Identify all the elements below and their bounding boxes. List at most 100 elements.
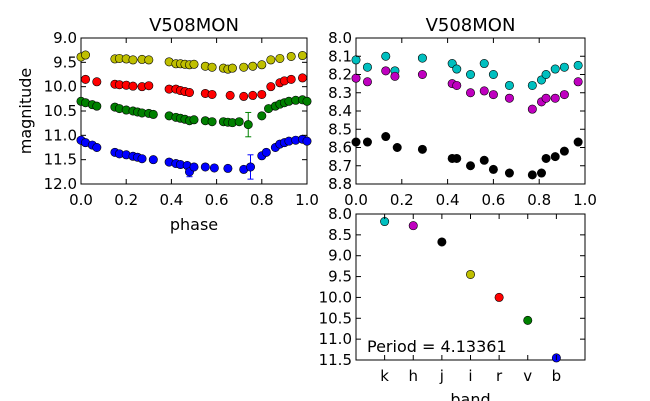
right-top-xtick-label: 0.0	[344, 191, 368, 209]
right-top-point-h	[504, 93, 514, 103]
right-top-point-j	[381, 132, 391, 142]
right-top-point-j	[550, 152, 560, 162]
left-point-r	[286, 74, 296, 84]
right-top-ytick-label: 8.5	[328, 120, 352, 138]
left-point-v	[302, 96, 312, 106]
right-top-point-k	[527, 80, 537, 90]
left-point-b	[189, 162, 199, 172]
right-top-point-k	[465, 70, 475, 80]
left-point-r	[144, 81, 154, 91]
left-point-b	[137, 154, 147, 164]
left-xtick-label: 0.2	[114, 191, 138, 209]
left-xtick-label: 0.8	[250, 191, 274, 209]
band-point-r	[494, 292, 504, 302]
left-point-i	[81, 50, 91, 60]
right-top-point-k	[488, 70, 498, 80]
band-point-h	[408, 221, 418, 231]
band-ytick-label: 10.0	[319, 288, 352, 306]
right-top-point-j	[541, 153, 551, 163]
right-top-point-j	[362, 137, 372, 147]
left-point-b	[209, 163, 219, 173]
left-point-b	[200, 162, 210, 172]
right-top-point-k	[550, 64, 560, 74]
right-top-ytick-label: 8.1	[328, 47, 352, 65]
left-point-r	[266, 82, 276, 92]
left-point-i	[275, 53, 285, 63]
band-x-axis-label: band	[450, 390, 490, 401]
right-top-point-h	[488, 90, 498, 100]
right-top-ytick-label: 8.2	[328, 66, 352, 84]
left-point-v	[243, 120, 253, 130]
right-top-point-k	[362, 62, 372, 72]
left-point-r	[128, 81, 138, 91]
band-xtick-label: h	[408, 367, 418, 385]
right-top-ytick-label: 8.0	[328, 29, 352, 47]
left-point-b	[246, 162, 256, 172]
right-top-point-h	[465, 88, 475, 98]
right-top-point-j	[573, 137, 583, 147]
right-top-point-j	[479, 155, 489, 165]
right-top-point-j	[465, 161, 475, 171]
right-top-point-j	[417, 144, 427, 154]
right-top-xtick-label: 0.4	[436, 191, 460, 209]
right-top-point-j	[392, 143, 402, 153]
right-top-point-h	[381, 66, 391, 76]
left-point-i	[189, 59, 199, 69]
right-top-point-k	[351, 55, 361, 65]
right-top-point-h	[351, 73, 361, 83]
right-top-point-k	[417, 53, 427, 63]
left-point-v	[189, 115, 199, 125]
left-ytick-label: 11.0	[44, 126, 77, 144]
left-point-b	[223, 163, 233, 173]
right-top-point-k	[573, 60, 583, 70]
band-ytick-label: 11.0	[319, 330, 352, 348]
left-point-b	[261, 147, 271, 157]
right-top-ytick-label: 8.7	[328, 157, 352, 175]
band-ytick-label: 8.0	[328, 205, 352, 223]
left-point-i	[144, 55, 154, 65]
band-xtick-label: b	[552, 367, 562, 385]
right-top-point-k	[381, 51, 391, 61]
right-top-point-j	[527, 170, 537, 180]
band-xtick-label: j	[439, 367, 444, 385]
left-point-i	[239, 62, 249, 72]
right-top-point-h	[527, 104, 537, 114]
left-xtick-label: 1.0	[295, 191, 319, 209]
left-point-i	[286, 51, 296, 61]
right-top-point-k	[504, 80, 514, 90]
left-point-b	[302, 136, 312, 146]
right-top-point-h	[541, 93, 551, 103]
band-ytick-label: 9.5	[328, 268, 352, 286]
right-top-point-h	[417, 70, 427, 80]
right-top-point-h	[550, 93, 560, 103]
right-top-point-h	[573, 77, 583, 87]
band-xtick-label: r	[496, 367, 503, 385]
left-point-i	[257, 60, 267, 70]
left-ytick-label: 10.0	[44, 78, 77, 96]
left-ytick-label: 11.5	[44, 151, 77, 169]
left-y-axis-label: magnitude	[16, 68, 35, 155]
right-top-plot-title: V508MON	[426, 15, 516, 36]
left-point-v	[207, 117, 217, 127]
left-point-r	[257, 89, 267, 99]
left-xtick-label: 0.4	[159, 191, 183, 209]
right-top-point-k	[559, 62, 569, 72]
left-plot-title: V508MON	[149, 15, 239, 36]
left-point-i	[266, 55, 276, 65]
right-top-xtick-label: 0.2	[390, 191, 414, 209]
left-point-i	[128, 55, 138, 65]
right-top-xtick-label: 1.0	[573, 191, 597, 209]
band-ytick-label: 9.0	[328, 247, 352, 265]
left-point-r	[225, 90, 235, 100]
left-xtick-label: 0.6	[205, 191, 229, 209]
left-point-r	[207, 89, 217, 99]
left-ytick-label: 12.0	[44, 175, 77, 193]
band-xtick-label: k	[380, 367, 389, 385]
left-point-b	[148, 155, 158, 165]
left-point-b	[92, 143, 102, 153]
left-point-v	[92, 101, 102, 111]
left-point-v	[148, 109, 158, 119]
left-point-v	[257, 111, 267, 121]
band-ytick-label: 11.5	[319, 351, 352, 369]
